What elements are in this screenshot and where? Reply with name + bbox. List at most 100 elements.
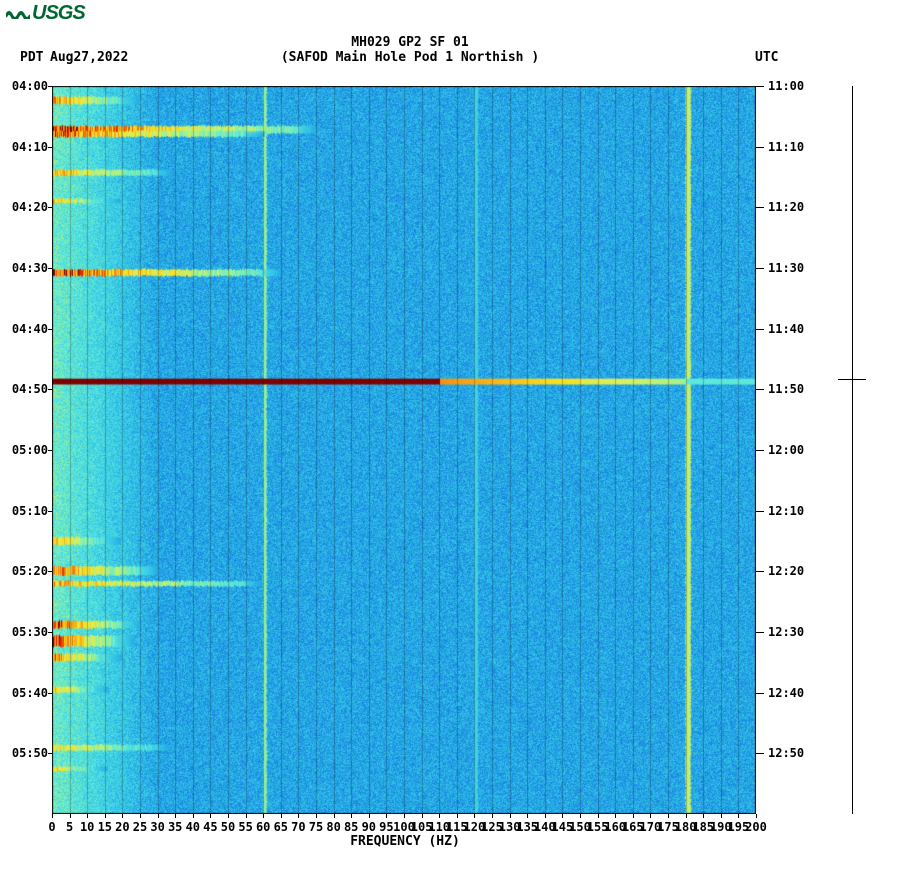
x-tick-mark [422,814,423,818]
x-tick-mark [633,814,634,818]
x-tick-label: 85 [344,820,358,834]
side-indicator-line [852,86,853,814]
x-tick-mark [439,814,440,818]
x-tick-label: 90 [362,820,376,834]
chart-title: MH029 GP2 SF 01 [0,35,820,50]
y-left-tick-label: 04:40 [12,322,48,336]
x-axis-title: FREQUENCY (HZ) [0,834,810,849]
usgs-logo: USGS [6,2,85,25]
x-tick-mark [545,814,546,818]
x-tick-mark [316,814,317,818]
x-tick-label: 20 [115,820,129,834]
x-tick-label: 30 [150,820,164,834]
x-tick-mark [527,814,528,818]
x-tick-label: 70 [291,820,305,834]
x-tick-mark [580,814,581,818]
y-left-tick-label: 05:30 [12,625,48,639]
y-left-tick-mark [48,86,52,87]
x-tick-label: 50 [221,820,235,834]
y-right-tick-label: 11:50 [768,382,804,396]
y-left-tick-mark [48,147,52,148]
x-tick-mark [369,814,370,818]
timezone-right-label: UTC [755,50,778,65]
x-tick-label: 60 [256,820,270,834]
x-tick-mark [87,814,88,818]
x-tick-label: 55 [238,820,252,834]
y-left-tick-label: 04:00 [12,79,48,93]
x-tick-mark [650,814,651,818]
spectrogram-plot [52,86,756,814]
y-left-tick-label: 05:10 [12,504,48,518]
x-tick-mark [210,814,211,818]
timezone-left-label: PDT [20,50,43,65]
y-right-tick-mark [756,86,764,87]
x-tick-mark [175,814,176,818]
x-tick-label: 0 [48,820,55,834]
x-tick-label: 10 [80,820,94,834]
y-right-tick-label: 11:30 [768,261,804,275]
y-left-tick-mark [48,268,52,269]
y-left-tick-label: 04:20 [12,200,48,214]
x-tick-mark [52,814,53,818]
date-label: Aug27,2022 [50,50,128,65]
y-left-tick-mark [48,329,52,330]
y-left-tick-mark [48,207,52,208]
x-tick-mark [686,814,687,818]
y-right-tick-label: 12:30 [768,625,804,639]
x-tick-mark [668,814,669,818]
x-tick-label: 35 [168,820,182,834]
x-tick-mark [404,814,405,818]
y-left-tick-label: 05:20 [12,564,48,578]
y-right-tick-label: 11:10 [768,140,804,154]
y-right-tick-mark [756,207,764,208]
y-right-tick-label: 12:00 [768,443,804,457]
y-right-tick-mark [756,329,764,330]
y-axis-left: 04:0004:1004:2004:3004:4004:5005:0005:10… [10,86,52,814]
spectrogram-canvas [52,86,756,814]
logo-text: USGS [32,2,85,24]
y-left-tick-mark [48,753,52,754]
x-tick-mark [457,814,458,818]
x-tick-mark [228,814,229,818]
y-right-tick-label: 11:40 [768,322,804,336]
x-tick-mark [158,814,159,818]
y-left-tick-label: 05:50 [12,746,48,760]
x-tick-mark [334,814,335,818]
x-tick-mark [193,814,194,818]
y-right-tick-label: 11:20 [768,200,804,214]
y-left-tick-mark [48,632,52,633]
y-right-tick-mark [756,511,764,512]
x-tick-mark [105,814,106,818]
y-left-tick-label: 05:00 [12,443,48,457]
y-left-tick-mark [48,389,52,390]
y-left-tick-mark [48,450,52,451]
x-tick-label: 80 [326,820,340,834]
y-right-tick-label: 12:50 [768,746,804,760]
x-tick-mark [756,814,757,818]
y-right-tick-mark [756,389,764,390]
x-tick-label: 200 [745,820,767,834]
y-left-tick-label: 04:50 [12,382,48,396]
wave-icon [6,7,30,19]
y-right-tick-label: 11:00 [768,79,804,93]
x-tick-mark [386,814,387,818]
x-tick-label: 45 [203,820,217,834]
x-tick-label: 15 [98,820,112,834]
x-tick-mark [492,814,493,818]
x-tick-mark [738,814,739,818]
y-right-tick-label: 12:20 [768,564,804,578]
x-tick-label: 25 [133,820,147,834]
y-left-tick-label: 04:10 [12,140,48,154]
y-left-tick-label: 04:30 [12,261,48,275]
y-left-tick-label: 05:40 [12,686,48,700]
x-tick-mark [615,814,616,818]
x-tick-mark [474,814,475,818]
y-left-tick-mark [48,511,52,512]
y-left-tick-mark [48,693,52,694]
x-tick-mark [122,814,123,818]
x-tick-mark [246,814,247,818]
y-right-tick-mark [756,268,764,269]
x-tick-mark [721,814,722,818]
x-tick-mark [140,814,141,818]
y-right-tick-label: 12:10 [768,504,804,518]
